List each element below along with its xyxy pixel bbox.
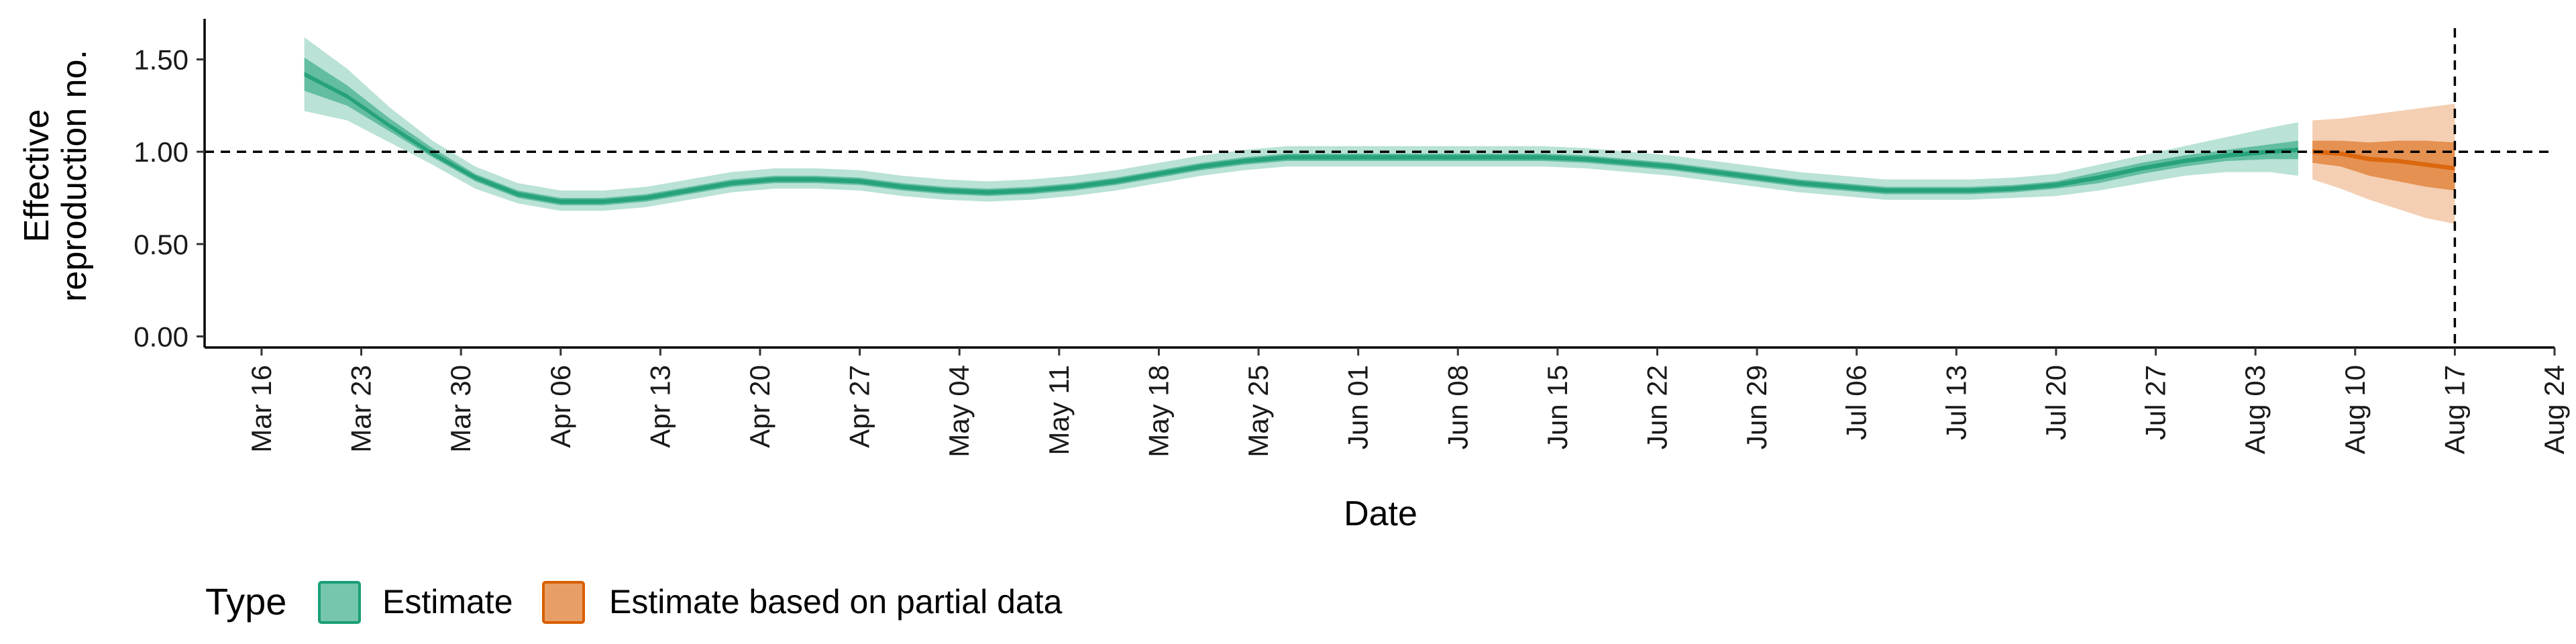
x-tick-label: Jul 06	[1841, 365, 1872, 440]
x-tick-label: Aug 24	[2538, 365, 2570, 454]
median-band-estimate	[304, 72, 2298, 204]
x-axis-title: Date	[1344, 494, 1417, 533]
legend-swatch-estimate	[318, 581, 361, 624]
x-tick-label: Jun 01	[1342, 365, 1374, 449]
x-tick-label: Aug 03	[2239, 365, 2271, 454]
x-tick-label: Apr 06	[545, 365, 576, 448]
x-tick-label: Apr 20	[744, 365, 775, 448]
y-axis-title-line-2: reproduction no.	[55, 50, 94, 302]
y-tick-label: 0.00	[133, 321, 189, 352]
x-tick-label: May 11	[1043, 365, 1075, 455]
legend-swatch-partial	[542, 581, 585, 624]
x-tick-label: Apr 13	[644, 365, 676, 448]
y-axis-title-line-1: Effective	[17, 109, 56, 242]
x-tick-label: May 25	[1242, 365, 1274, 458]
legend-label-partial: Estimate based on partial data	[609, 583, 1063, 621]
y-axis-title: Effective reproduction no.	[17, 50, 94, 302]
y-tick-label: 1.50	[133, 44, 189, 76]
x-tick-label: May 18	[1142, 365, 1174, 458]
ribbon-outer-estimate	[304, 37, 2298, 211]
plot-panel	[205, 28, 2555, 347]
x-tick-label: Mar 30	[445, 365, 476, 453]
x-axis: Mar 16 Mar 23 Mar 30 Apr 06 Apr 13 Apr 20 Apr …	[205, 346, 2570, 458]
x-tick-label: Jun 15	[1542, 365, 1573, 449]
x-tick-label: Jun 29	[1741, 365, 1772, 449]
median-band-partial	[2312, 149, 2455, 171]
legend-label-estimate: Estimate	[382, 583, 513, 621]
y-tick-label: 1.00	[133, 136, 189, 168]
x-tick-label: Apr 27	[844, 365, 875, 448]
x-tick-label: Jul 13	[1940, 365, 1972, 440]
x-tick-label: Aug 17	[2438, 365, 2470, 454]
legend: Type Estimate Estimate based on partial …	[205, 580, 1063, 624]
y-tick-label: 0.50	[133, 229, 189, 260]
x-tick-label: Jun 22	[1642, 365, 1673, 449]
legend-title: Type	[205, 580, 286, 623]
x-tick-label: Aug 10	[2339, 365, 2371, 454]
y-axis: 0.00 0.50 1.00 1.50	[133, 19, 206, 352]
x-tick-label: May 04	[943, 365, 975, 458]
x-tick-label: Mar 23	[345, 365, 377, 453]
x-tick-label: Mar 16	[246, 365, 277, 453]
x-tick-label: Jul 20	[2040, 365, 2072, 440]
x-tick-label: Jun 08	[1442, 365, 1473, 449]
x-tick-label: Jul 27	[2140, 365, 2171, 440]
